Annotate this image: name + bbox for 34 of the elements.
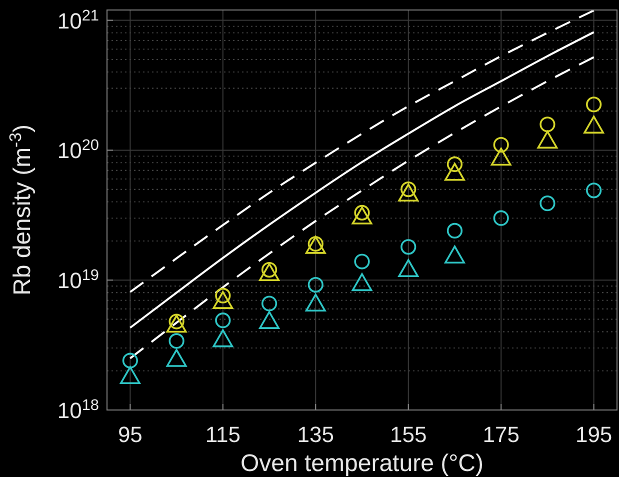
point: [259, 311, 280, 329]
y-tick-label: 10$^{18}$: [57, 396, 99, 423]
x-axis-title: Oven temperature (°C): [240, 450, 484, 477]
point: [352, 273, 372, 292]
x-tick-label: 195: [575, 422, 612, 447]
line-series: [129, 9, 595, 293]
x-tick-label: 175: [482, 422, 520, 447]
point: [540, 196, 556, 212]
point: [398, 259, 419, 278]
line-series: [129, 31, 595, 329]
point: [354, 254, 370, 270]
x-tick-label: 135: [297, 422, 334, 447]
x-tick-label: 115: [205, 422, 240, 447]
point: [305, 294, 326, 312]
point: [212, 291, 234, 309]
y-tick-label: 10$^{19}$: [57, 266, 99, 294]
point: [261, 296, 278, 312]
point: [120, 366, 140, 384]
point: [493, 137, 509, 153]
y-tick-label: 10$^{21}$: [57, 6, 99, 34]
point: [400, 239, 416, 255]
y-tick-label: 10$^{20}$: [57, 136, 99, 164]
point: [493, 210, 509, 226]
x-tick-label: 155: [390, 422, 427, 447]
point: [586, 182, 602, 198]
point: [540, 116, 556, 132]
point: [166, 314, 187, 333]
point: [446, 222, 463, 238]
line-series: [129, 56, 595, 360]
point: [212, 329, 234, 348]
point: [308, 277, 324, 293]
x-tick-label: 95: [118, 422, 142, 447]
point: [586, 96, 602, 112]
point: [166, 348, 187, 367]
